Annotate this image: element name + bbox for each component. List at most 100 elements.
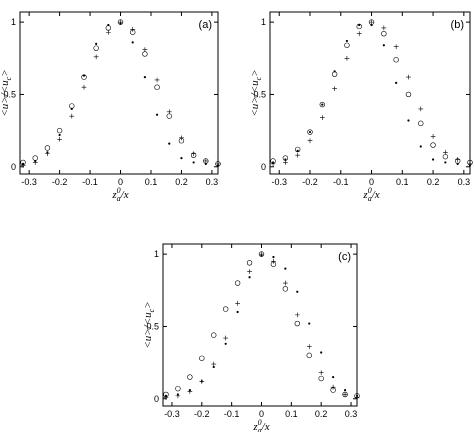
- data-point-plus: [191, 151, 197, 157]
- x-tick-label: 0.2: [427, 177, 440, 187]
- series-plus: [270, 19, 473, 167]
- x-tick-label: -0.1: [82, 177, 98, 187]
- data-point-plus: [342, 392, 348, 397]
- data-point-dot: [296, 149, 299, 152]
- data-point-dot: [358, 23, 361, 27]
- data-point-dot: [333, 70, 336, 73]
- chart-panel-1: -0.3 -0.2 -0.1 0 0.1 0.2 0.3 0 0.5 1 (a) za0/x <u>/<…: [0, 11, 221, 203]
- data-point-dot: [431, 158, 435, 161]
- data-point-plus: [319, 115, 325, 120]
- data-point-dot: [164, 394, 168, 397]
- data-point-circle: [405, 91, 412, 98]
- series-dot: [21, 22, 220, 167]
- data-point-dot: [21, 162, 25, 165]
- data-point-circle: [154, 84, 160, 90]
- data-point-dot: [296, 290, 299, 293]
- data-point-dot: [70, 107, 73, 111]
- data-point-plus: [57, 136, 62, 142]
- x-tick-label: -0.3: [21, 177, 37, 187]
- data-point-dot: [260, 254, 263, 257]
- data-point-circle: [175, 385, 181, 392]
- data-point-dot: [468, 164, 472, 167]
- data-point-dot: [200, 380, 203, 383]
- data-point-dot: [176, 393, 180, 396]
- data-point-plus: [142, 47, 148, 53]
- x-tick-label: -0.1: [224, 409, 240, 419]
- panel-label: (b): [451, 19, 464, 31]
- data-point-dot: [284, 158, 287, 161]
- data-point-plus: [130, 26, 136, 32]
- y-tick-label: 0.5: [3, 89, 16, 99]
- data-point-plus: [105, 29, 111, 35]
- y-tick-label: 0: [11, 162, 16, 172]
- data-point-circle: [381, 30, 387, 37]
- panel-label: (a): [199, 19, 212, 31]
- data-point-dot: [168, 142, 171, 145]
- x-tick-label: 0.3: [206, 177, 219, 187]
- x-axis-label: za0/x: [252, 418, 269, 432]
- data-point-dot: [395, 81, 398, 84]
- data-point-plus: [393, 44, 399, 50]
- data-point-plus: [332, 86, 338, 92]
- data-point-circle: [105, 25, 112, 31]
- data-point-dot: [407, 119, 410, 122]
- data-point-plus: [211, 361, 217, 367]
- data-point-dot: [119, 22, 122, 25]
- data-point-plus: [455, 157, 461, 162]
- data-point-plus: [69, 113, 75, 119]
- panel-label: (c): [338, 251, 351, 263]
- x-axis-label: za0/x: [111, 186, 128, 203]
- data-point-plus: [247, 269, 252, 274]
- data-point-dot: [456, 162, 459, 165]
- data-point-plus: [166, 109, 172, 115]
- data-point-circle: [418, 120, 424, 127]
- data-point-circle: [442, 153, 449, 160]
- data-point-plus: [235, 300, 241, 306]
- data-point-circle: [166, 113, 172, 119]
- data-point-circle: [331, 71, 338, 77]
- data-point-dot: [46, 151, 49, 154]
- data-point-plus: [369, 19, 374, 25]
- y-tick-label: 0.5: [146, 321, 159, 331]
- data-point-dot: [355, 394, 359, 397]
- data-point-plus: [271, 258, 276, 264]
- data-point-dot: [343, 388, 347, 392]
- data-point-plus: [442, 149, 448, 155]
- data-point-dot: [236, 310, 239, 314]
- data-point-circle: [142, 51, 148, 57]
- plot-frame: [19, 11, 219, 175]
- x-tick-label: 0: [118, 177, 123, 187]
- data-point-dot: [34, 159, 37, 163]
- data-point-dot: [82, 74, 86, 77]
- y-axis-label: <u>/<uc>: [0, 69, 13, 116]
- data-point-dot: [143, 75, 146, 79]
- x-tick-label: -0.2: [52, 177, 68, 187]
- data-point-dot: [216, 164, 220, 167]
- data-point-circle: [234, 280, 241, 286]
- y-axis-label: <u>/<uc>: [249, 69, 263, 116]
- data-point-plus: [81, 84, 87, 90]
- x-tick-label: -0.1: [333, 177, 349, 187]
- data-point-circle: [69, 103, 75, 109]
- data-point-circle: [344, 42, 350, 48]
- data-point-dot: [95, 42, 98, 45]
- series-circle: [270, 19, 473, 166]
- x-tick-label: 0: [369, 177, 374, 187]
- series-plus: [163, 251, 360, 400]
- data-point-plus: [282, 280, 288, 286]
- x-tick-label: 0.1: [145, 177, 158, 187]
- x-tick-label: -0.3: [164, 409, 180, 419]
- data-point-dot: [188, 388, 191, 392]
- data-point-plus: [406, 74, 411, 80]
- x-tick-label: -0.3: [271, 177, 287, 187]
- chart-panel-3: -0.3 -0.2 -0.1 0 0.1 0.2 0.3 0 0.5 1 (c) za0/x <u>/<…: [142, 243, 360, 432]
- data-point-circle: [187, 374, 193, 380]
- data-point-plus: [430, 133, 436, 139]
- y-axis-label: <u>/<uc>: [142, 301, 156, 348]
- x-tick-label: 0.2: [315, 409, 328, 419]
- x-tick-label: 0.1: [396, 177, 409, 187]
- data-point-dot: [58, 133, 61, 137]
- series-plus: [20, 19, 221, 168]
- data-point-dot: [345, 39, 349, 43]
